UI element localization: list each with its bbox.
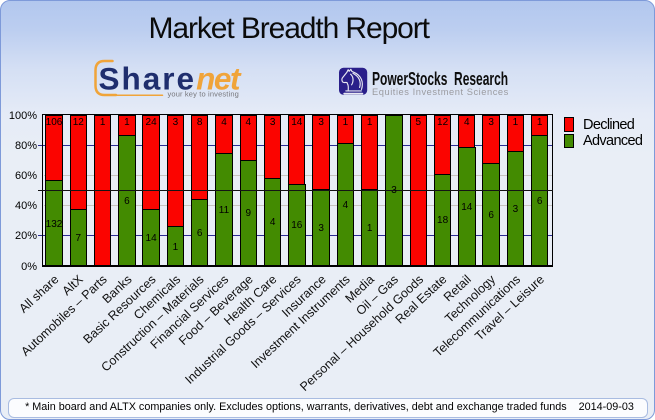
svg-text:Equities Investment Sciences: Equities Investment Sciences bbox=[372, 87, 509, 97]
svg-text:Sharenet: Sharenet bbox=[99, 61, 243, 97]
svg-text:PowerStocks Research: PowerStocks Research bbox=[372, 70, 508, 90]
svg-text:your key to investing: your key to investing bbox=[167, 90, 239, 99]
